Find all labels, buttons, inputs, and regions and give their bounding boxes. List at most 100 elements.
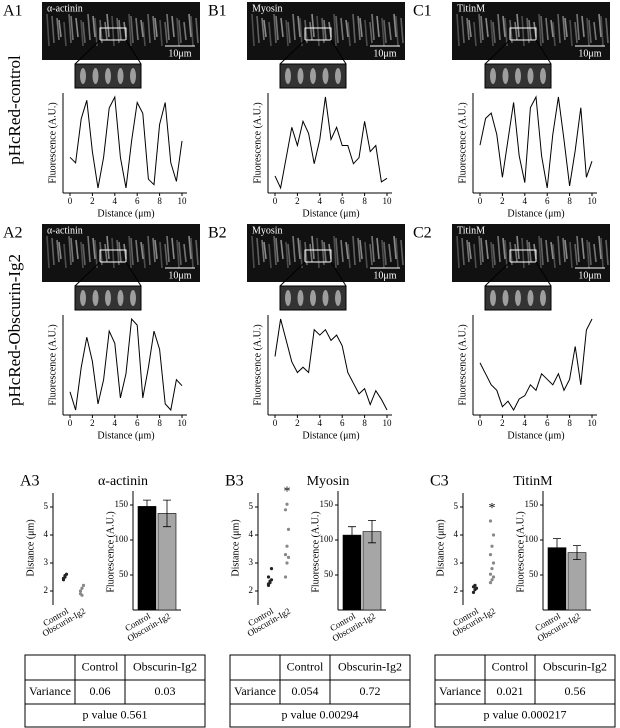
- striation: [504, 17, 508, 47]
- striation: [275, 237, 279, 263]
- x-axis-label: Distance (μm): [97, 430, 154, 441]
- striation: [468, 19, 472, 38]
- panel-label: B2: [208, 225, 227, 242]
- dot: [473, 583, 477, 588]
- striation: [400, 239, 404, 266]
- striation: [285, 19, 289, 47]
- striation: [357, 15, 361, 41]
- striation: [195, 239, 199, 266]
- table-cell: 0.06: [90, 684, 111, 698]
- zoom-line: [484, 39, 511, 65]
- x-tick-label: 4: [523, 196, 528, 206]
- striation: [347, 21, 351, 47]
- error-bar: [163, 499, 171, 528]
- y-tick-label: 100: [115, 534, 129, 544]
- striation: [75, 17, 79, 38]
- inset-band: [92, 290, 99, 306]
- striation: [128, 235, 132, 269]
- striation: [540, 237, 544, 266]
- striation: [466, 239, 470, 263]
- striation: [94, 239, 98, 269]
- inset-band: [322, 68, 329, 84]
- dot: [471, 590, 476, 595]
- striation: [586, 17, 590, 47]
- striation: [333, 235, 337, 269]
- striation: [569, 241, 573, 269]
- x-tick-label: 6: [340, 418, 345, 428]
- striation: [557, 235, 561, 266]
- striation: [598, 13, 602, 38]
- table-header: Obscurin-Ig2: [543, 659, 607, 673]
- x-tick-label: 8: [157, 196, 162, 206]
- table-header: Control: [492, 659, 529, 673]
- table-header: Control: [287, 659, 324, 673]
- y-axis-label: Fluorescence (A.U.): [105, 511, 116, 592]
- striation: [468, 241, 472, 260]
- striation: [383, 241, 387, 266]
- inset-band: [527, 290, 534, 306]
- striation: [111, 15, 115, 47]
- striation: [287, 243, 291, 266]
- striation: [304, 19, 308, 44]
- dot: [283, 508, 288, 512]
- striation: [333, 13, 337, 47]
- striation: [63, 243, 67, 269]
- striation: [154, 239, 158, 260]
- striation: [461, 15, 465, 44]
- x-axis-label: Distance (μm): [507, 430, 564, 441]
- y-axis-label: Fluorescence (A.U.): [47, 102, 58, 183]
- striation: [502, 237, 506, 260]
- x-tick-label: 6: [340, 196, 345, 206]
- y-tick-label: 150: [525, 499, 539, 509]
- striation: [142, 243, 146, 269]
- striation: [99, 241, 103, 266]
- striation: [605, 17, 609, 44]
- table-row-label: Variance: [29, 684, 71, 698]
- striation: [51, 15, 55, 44]
- striation: [251, 235, 255, 269]
- striation: [297, 237, 301, 260]
- striation: [514, 21, 518, 41]
- panel-label: A2: [3, 225, 23, 242]
- striation: [550, 19, 554, 38]
- dot: [285, 561, 289, 565]
- x-axis-label: Distance (μm): [302, 430, 359, 441]
- striation: [600, 15, 604, 47]
- p-value: p value 0.561: [83, 707, 148, 721]
- striation: [564, 239, 568, 260]
- striation: [309, 21, 313, 41]
- striation: [166, 13, 170, 41]
- dot: [474, 586, 479, 590]
- striation: [538, 235, 542, 269]
- dot: [491, 533, 496, 537]
- striation: [588, 19, 592, 44]
- striation: [321, 17, 325, 44]
- zoom-line: [279, 261, 306, 287]
- inset-band: [515, 68, 521, 84]
- dot: [286, 527, 291, 532]
- table-cell: 0.03: [155, 684, 176, 698]
- dot: [285, 544, 289, 548]
- striation: [80, 19, 84, 47]
- striation: [359, 17, 363, 38]
- inset-band: [130, 68, 136, 84]
- striation: [564, 17, 568, 38]
- x-axis-label: Distance (μm): [97, 208, 154, 219]
- roi-box: [304, 249, 332, 263]
- x-tick-label: 8: [567, 196, 572, 206]
- y-tick-label: 50: [324, 569, 334, 579]
- striation: [140, 241, 144, 260]
- profile-line: [479, 318, 593, 412]
- striation: [152, 15, 156, 41]
- striation: [388, 243, 392, 263]
- table-border: [24, 654, 206, 728]
- striation: [490, 241, 494, 269]
- scale-label: 10μm: [373, 270, 396, 281]
- striation: [94, 17, 98, 47]
- stain-label: α-actinin: [47, 3, 83, 14]
- x-tick-label: 0: [273, 418, 278, 428]
- striation: [164, 21, 168, 44]
- striation: [316, 237, 320, 269]
- table-header: Control: [82, 659, 119, 673]
- dot: [285, 502, 289, 506]
